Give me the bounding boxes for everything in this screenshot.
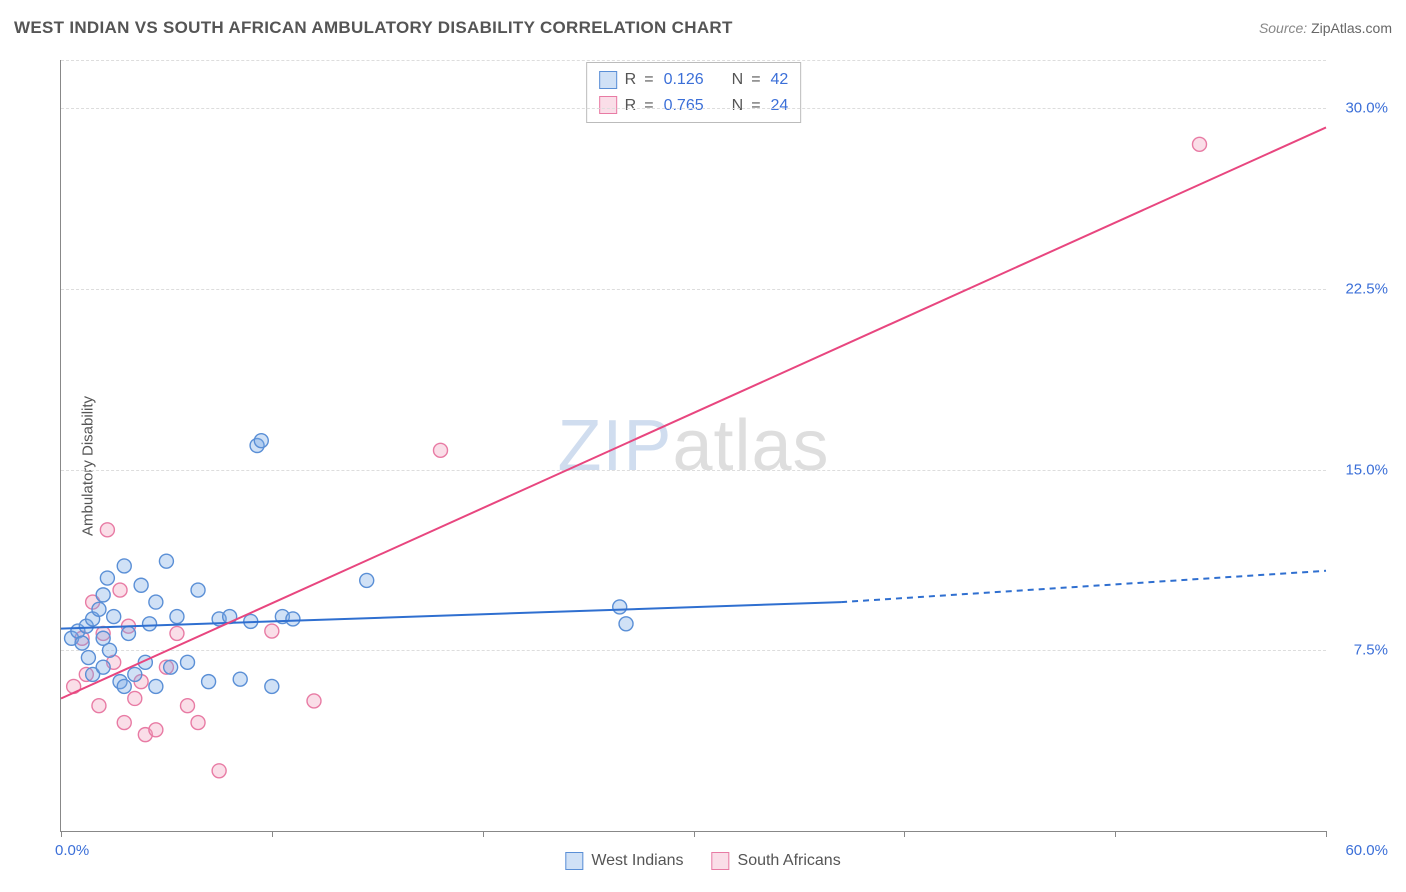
y-tick-label: 15.0% [1345, 461, 1388, 478]
series-name-south-africans: South Africans [738, 852, 841, 870]
x-min-label: 0.0% [55, 842, 89, 859]
legend-item-south-africans: South Africans [712, 852, 841, 870]
source-label: Source: [1259, 20, 1307, 36]
chart-container: Ambulatory Disability ZIPatlas R = 0.126… [10, 50, 1396, 882]
chart-source: Source: ZipAtlas.com [1259, 20, 1392, 36]
chart-header: WEST INDIAN VS SOUTH AFRICAN AMBULATORY … [14, 18, 1392, 38]
swatch-south-africans [712, 852, 730, 870]
series-legend: West Indians South Africans [565, 852, 840, 870]
series-name-west-indians: West Indians [591, 852, 683, 870]
chart-title: WEST INDIAN VS SOUTH AFRICAN AMBULATORY … [14, 18, 733, 38]
x-max-label: 60.0% [1345, 842, 1388, 859]
y-tick-label: 7.5% [1354, 642, 1388, 659]
source-value: ZipAtlas.com [1311, 20, 1392, 36]
swatch-west-indians [565, 852, 583, 870]
plot-area: ZIPatlas R = 0.126 N = 42 R = 0.765 N = [60, 60, 1326, 832]
legend-item-west-indians: West Indians [565, 852, 683, 870]
y-tick-label: 22.5% [1345, 280, 1388, 297]
scatter-svg [61, 60, 1326, 831]
y-tick-label: 30.0% [1345, 100, 1388, 117]
